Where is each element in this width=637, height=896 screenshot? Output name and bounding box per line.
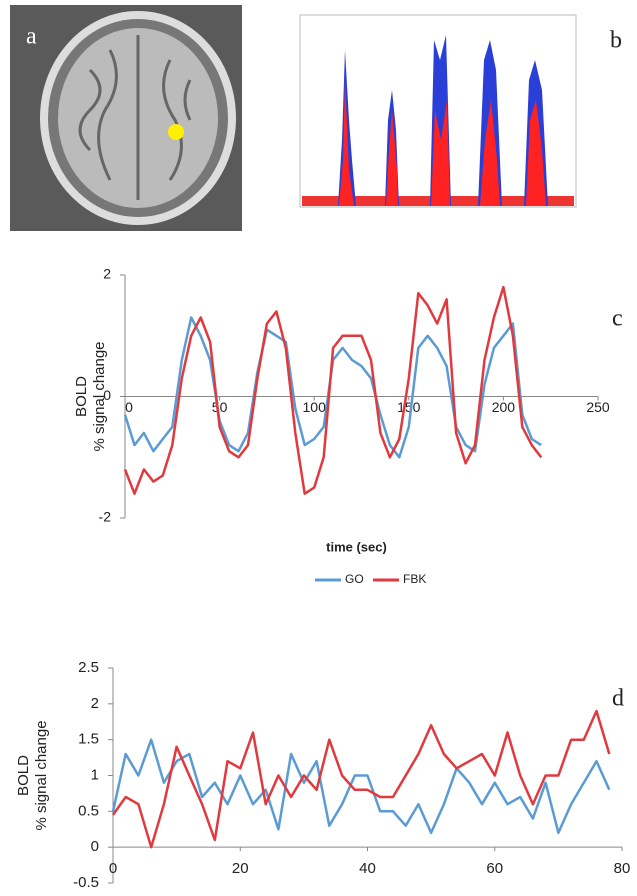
panel-label: b — [610, 28, 622, 54]
activation-spot — [168, 124, 184, 140]
y-tick-label: 0.5 — [78, 802, 99, 819]
x-tick-label: 200 — [492, 399, 516, 415]
page: {"figure_labels": ["a", "b"], "chart_dat… — [0, 0, 637, 896]
y-axis-label: BOLD — [15, 755, 32, 796]
series-line — [113, 711, 609, 847]
series-line — [125, 287, 541, 494]
y-axis-label: % signal change — [33, 720, 50, 830]
x-tick-label: 60 — [486, 860, 503, 877]
series-line — [113, 740, 609, 833]
x-tick-label: 40 — [359, 860, 376, 877]
y-axis-label: % signal change — [91, 341, 108, 451]
x-axis-label: time (sec) — [326, 539, 387, 554]
x-tick-label: 50 — [212, 399, 228, 415]
y-tick-label: 1 — [91, 766, 99, 783]
legend-label: FBK — [403, 572, 426, 586]
y-tick-label: -0.5 — [73, 874, 99, 891]
x-tick-label: 20 — [232, 860, 249, 877]
x-tick-label: 80 — [614, 860, 631, 877]
x-tick-label: 0 — [109, 860, 117, 877]
x-tick-label: 150 — [397, 399, 421, 415]
figure: a b -202050100150200250BOLD% signal chan… — [0, 0, 637, 896]
y-tick-label: 2.5 — [78, 659, 99, 676]
y-axis-label: BOLD — [73, 376, 90, 417]
y-tick-label: 1.5 — [78, 731, 99, 748]
panel-label: a — [26, 24, 37, 50]
y-tick-label: 0 — [91, 838, 99, 855]
panel-label: c — [612, 306, 623, 332]
y-tick-label: 2 — [91, 695, 99, 712]
panel-b-signal — [302, 35, 574, 206]
y-tick-label: 2 — [103, 266, 111, 282]
series-line — [125, 318, 541, 458]
x-tick-label: 100 — [303, 399, 327, 415]
x-tick-label: 250 — [586, 399, 610, 415]
x-tick-label: 0 — [125, 399, 133, 415]
legend-label: GO — [345, 572, 364, 586]
panel-label: d — [612, 686, 624, 712]
y-tick-label: -2 — [99, 509, 112, 525]
